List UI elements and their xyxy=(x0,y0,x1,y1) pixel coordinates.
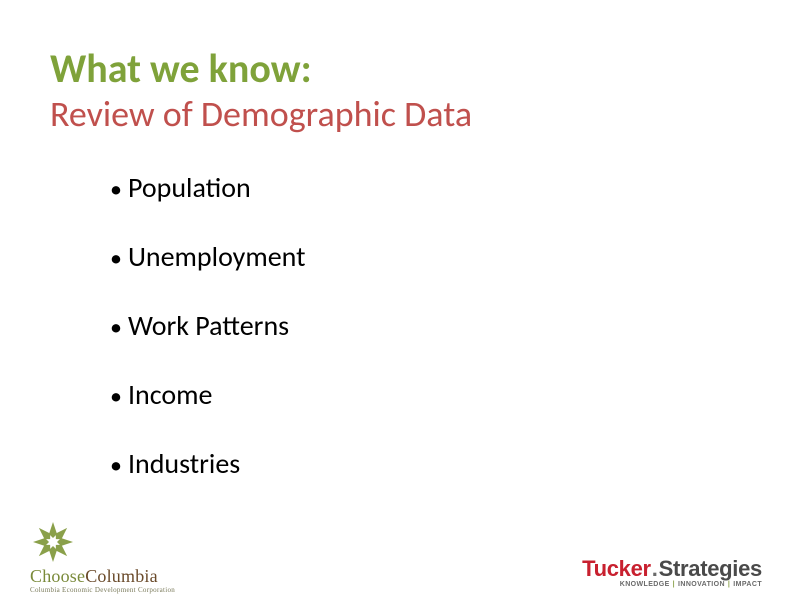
tucker-strategies-wordmark: Tucker.Strategies xyxy=(582,558,762,580)
bullet-text: Industries xyxy=(128,446,240,481)
bullet-icon: • xyxy=(110,247,122,271)
logo-dot: . xyxy=(651,556,659,581)
list-item: • Unemployment xyxy=(110,239,670,274)
footer: ChooseColumbia Columbia Economic Develop… xyxy=(0,522,792,594)
choose-columbia-tagline: Columbia Economic Development Corporatio… xyxy=(30,586,175,594)
flower-icon xyxy=(30,519,76,565)
bullet-icon: • xyxy=(110,454,122,478)
slide-subtitle: Review of Demographic Data xyxy=(50,96,472,134)
bullet-icon: • xyxy=(110,178,122,202)
logo-word-strategies: Strategies xyxy=(659,556,762,581)
bullet-text: Unemployment xyxy=(128,239,306,274)
slide: What we know: Review of Demographic Data… xyxy=(0,0,792,612)
choose-columbia-logo: ChooseColumbia Columbia Economic Develop… xyxy=(30,519,175,594)
logo-word-tucker: Tucker xyxy=(582,556,651,581)
slide-title: What we know: xyxy=(50,48,312,90)
bullet-text: Population xyxy=(128,170,251,205)
bullet-icon: • xyxy=(110,316,122,340)
bullet-list: • Population • Unemployment • Work Patte… xyxy=(110,170,670,515)
bullet-icon: • xyxy=(110,385,122,409)
separator-icon: | xyxy=(670,581,678,588)
tucker-strategies-logo: Tucker.Strategies KNOWLEDGE|INNOVATION|I… xyxy=(582,558,762,588)
tagline-word: INNOVATION xyxy=(678,581,725,588)
choose-columbia-wordmark: ChooseColumbia xyxy=(30,567,158,585)
list-item: • Work Patterns xyxy=(110,308,670,343)
tagline-word: IMPACT xyxy=(733,581,762,588)
logo-word-columbia: Columbia xyxy=(85,566,158,586)
list-item: • Income xyxy=(110,377,670,412)
bullet-text: Income xyxy=(128,377,212,412)
logo-word-choose: Choose xyxy=(30,566,85,586)
bullet-text: Work Patterns xyxy=(128,308,289,343)
list-item: • Industries xyxy=(110,446,670,481)
tucker-strategies-tagline: KNOWLEDGE|INNOVATION|IMPACT xyxy=(620,581,762,588)
tagline-word: KNOWLEDGE xyxy=(620,581,670,588)
list-item: • Population xyxy=(110,170,670,205)
